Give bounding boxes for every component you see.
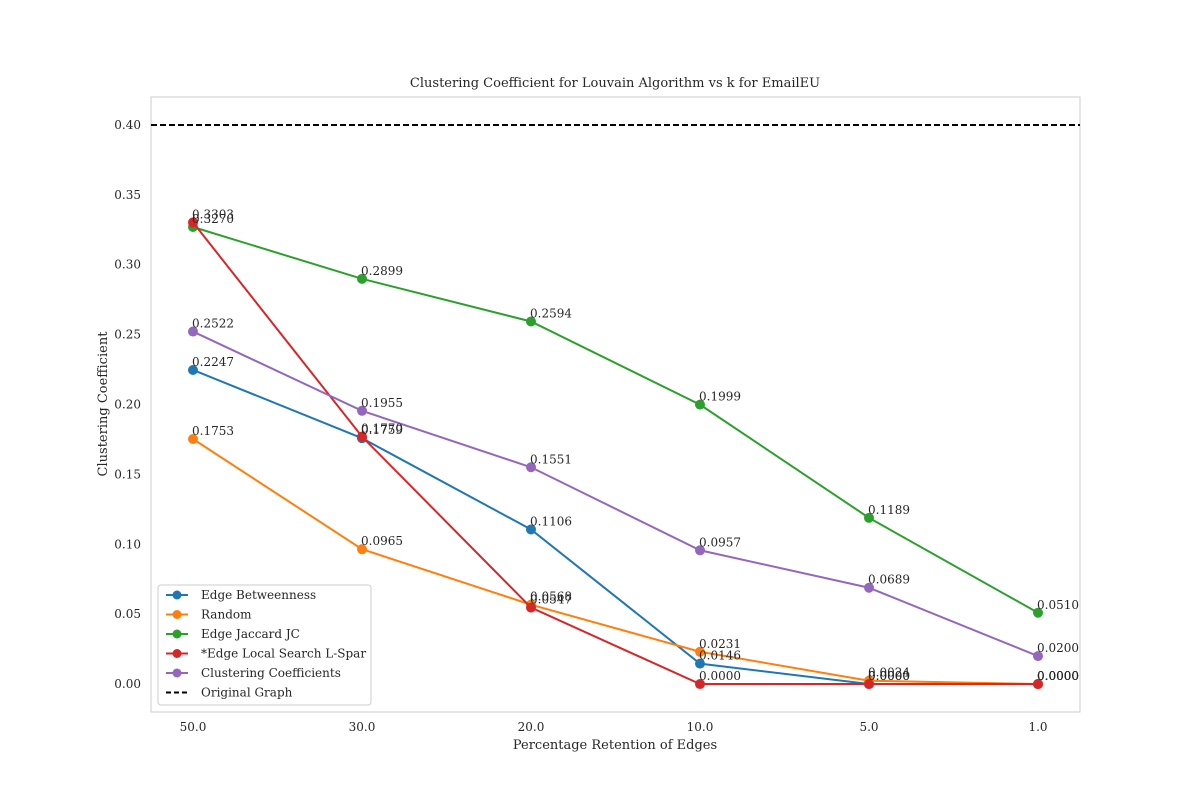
data-label: 0.0000 [699, 669, 741, 683]
y-tick-label: 0.40 [114, 118, 141, 132]
data-label: 0.2594 [530, 306, 572, 320]
y-tick-label: 0.05 [114, 607, 141, 621]
x-tick-label: 20.0 [518, 720, 545, 734]
series-line [192, 226, 1039, 614]
data-point [526, 462, 536, 473]
legend-label: *Edge Local Search L-Spar [201, 647, 366, 661]
y-tick-label: 0.15 [114, 467, 141, 481]
data-point [526, 524, 536, 535]
data-label: 0.0689 [868, 573, 910, 587]
series-group [188, 217, 1043, 690]
data-point [357, 544, 367, 555]
y-tick-label: 0.25 [114, 328, 141, 342]
data-label: 0.0000 [1037, 669, 1079, 683]
series-line [192, 438, 1039, 686]
data-point [695, 679, 705, 690]
y-axis-ticks: 0.00 0.05 0.10 0.15 0.20 0.25 0.30 0.35 0.40 [114, 118, 141, 691]
data-point [1033, 679, 1043, 690]
data-point [695, 545, 705, 556]
data-label: 0.0231 [699, 637, 741, 651]
data-label: 0.0200 [1037, 641, 1079, 655]
data-point [188, 217, 198, 228]
data-label: 0.3303 [192, 207, 234, 221]
data-label: 0.1999 [699, 390, 741, 404]
legend-label: Clustering Coefficients [201, 666, 341, 680]
legend-label: Original Graph [201, 686, 293, 700]
data-point [864, 582, 874, 593]
data-label: 0.1759 [361, 423, 403, 437]
y-tick-label: 0.20 [114, 398, 141, 412]
legend-swatch-marker [172, 649, 182, 658]
legend-frame [157, 584, 372, 706]
data-label: 0.0965 [361, 534, 403, 548]
legend-label: Random [201, 608, 252, 622]
x-tick-label: 10.0 [687, 720, 714, 734]
y-tick-label: 0.10 [114, 537, 141, 551]
data-label: 0.1753 [192, 424, 234, 438]
y-axis-label: Clustering Coefficient [96, 331, 111, 477]
data-point [695, 646, 705, 657]
data-label: 0.0000 [1037, 669, 1079, 683]
data-label: 0.1955 [361, 396, 403, 410]
data-point [357, 405, 367, 416]
x-tick-label: 50.0 [180, 720, 207, 734]
data-label: 0.1770 [361, 422, 403, 436]
data-point [695, 658, 705, 669]
legend-label: Edge Betweenness [201, 588, 316, 602]
data-label: 0.0957 [699, 535, 741, 549]
data-point [188, 364, 198, 375]
data-point [526, 316, 536, 327]
y-tick-label: 0.30 [114, 258, 141, 272]
data-label: 0.0024 [868, 666, 910, 680]
data-point [188, 326, 198, 337]
data-label: 0.0568 [530, 590, 572, 604]
data-point [695, 399, 705, 410]
data-point [526, 602, 536, 613]
data-label: 0.3270 [192, 212, 234, 226]
data-point [1033, 607, 1043, 618]
data-point [1033, 651, 1043, 662]
data-point [864, 512, 874, 523]
data-point [357, 273, 367, 284]
x-axis-ticks: 50.0 30.0 20.0 10.0 5.0 1.0 [180, 720, 1048, 734]
data-label: 0.1189 [868, 503, 910, 517]
data-label: 0.0000 [868, 669, 910, 683]
legend-swatch-marker [172, 629, 182, 639]
x-tick-label: 30.0 [349, 720, 376, 734]
data-label: 0.2247 [192, 355, 234, 369]
data-label: 0.1106 [530, 514, 572, 528]
data-label: 0.0547 [530, 593, 572, 607]
series-line [192, 330, 1039, 658]
x-axis-label: Percentage Retention of Edges [513, 738, 717, 753]
data-point [357, 431, 367, 442]
series-line [192, 221, 1038, 686]
y-tick-label: 0.00 [114, 677, 141, 691]
data-point [864, 679, 874, 690]
data-label: 0.2522 [192, 317, 234, 331]
legend-label: Edge Jaccard JC [201, 627, 300, 641]
data-label: 0.0000 [868, 669, 910, 683]
legend-swatch-marker [172, 610, 182, 619]
legend-swatch-marker [172, 590, 182, 600]
data-point [188, 434, 198, 445]
x-tick-label: 5.0 [859, 720, 878, 734]
data-label: 0.0000 [1037, 669, 1079, 683]
data-label: 0.0146 [699, 649, 741, 663]
data-labels-group: 0.2247 0.1759 0.1106 0.0146 0.0000 0.0000 0.17… [192, 207, 1079, 683]
chart-title: Clustering Coefficient for Louvain Algor… [410, 76, 820, 91]
y-tick-label: 0.35 [114, 188, 141, 202]
legend: Edge Betweenness Random Edge Jaccard JC *Ed… [157, 584, 372, 706]
data-label: 0.0510 [1037, 598, 1079, 612]
data-label: 0.1551 [530, 452, 572, 466]
data-label: 0.2899 [361, 264, 403, 278]
legend-swatch-marker [172, 668, 182, 678]
x-tick-label: 1.0 [1028, 720, 1047, 734]
